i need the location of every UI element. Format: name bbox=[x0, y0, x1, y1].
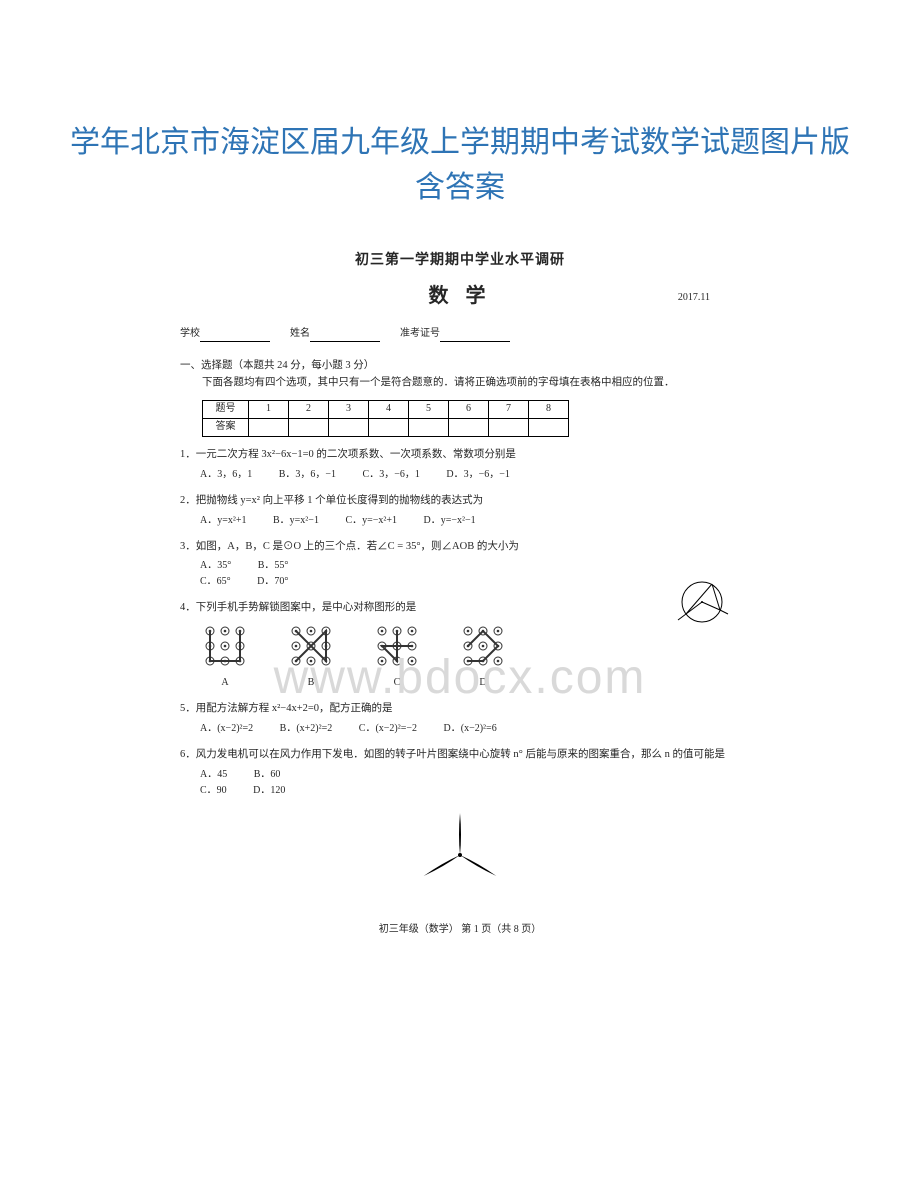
cell: 7 bbox=[489, 400, 529, 418]
q5-opt-b: B．(x+2)²=2 bbox=[280, 721, 333, 737]
blank-id bbox=[440, 330, 510, 342]
cell: 1 bbox=[249, 400, 289, 418]
cell-label: 题号 bbox=[203, 400, 249, 418]
q2-opt-c: C．y=−x²+1 bbox=[345, 513, 397, 529]
pattern-b-label: B bbox=[288, 675, 334, 691]
cell bbox=[529, 418, 569, 436]
exam-subject: 数 学 bbox=[180, 280, 740, 312]
answer-table: 题号 1 2 3 4 5 6 7 8 答案 bbox=[202, 400, 569, 437]
cell bbox=[249, 418, 289, 436]
q2-text: 2．把抛物线 y=x² 向上平移 1 个单位长度得到的抛物线的表达式为 bbox=[180, 493, 740, 510]
cell: 3 bbox=[329, 400, 369, 418]
q5-opt-c: C．(x−2)²=−2 bbox=[359, 721, 417, 737]
section-1-title: 一、选择题（本题共 24 分，每小题 3 分） bbox=[180, 358, 740, 375]
pattern-b: B bbox=[288, 623, 334, 691]
q3-text: 3．如图，A，B，C 是⊙O 上的三个点．若∠C = 35°，则∠AOB 的大小… bbox=[180, 539, 740, 556]
q5-opt-d: D．(x−2)²=6 bbox=[444, 721, 497, 737]
turbine-icon bbox=[415, 805, 505, 895]
cell: 4 bbox=[369, 400, 409, 418]
q5-opt-a: A．(x−2)²=2 bbox=[200, 721, 253, 737]
gesture-icon bbox=[288, 623, 334, 669]
q3-opt-b: B．55° bbox=[258, 558, 289, 574]
q3-opt-a: A．35° bbox=[200, 558, 231, 574]
question-2: 2．把抛物线 y=x² 向上平移 1 个单位长度得到的抛物线的表达式为 A．y=… bbox=[180, 493, 740, 529]
q3-opt-c: C．65° bbox=[200, 574, 231, 590]
q1-text: 1．一元二次方程 3x²−6x−1=0 的二次项系数、一次项系数、常数项分别是 bbox=[180, 447, 740, 464]
label-id: 准考证号 bbox=[400, 328, 440, 339]
cell: 5 bbox=[409, 400, 449, 418]
cell: 2 bbox=[289, 400, 329, 418]
q6-opt-a: A．45 bbox=[200, 767, 227, 783]
turbine-figure bbox=[180, 805, 740, 902]
q1-opt-b: B．3，6，−1 bbox=[279, 467, 336, 483]
q1-opt-d: D．3，−6，−1 bbox=[446, 467, 510, 483]
cell bbox=[449, 418, 489, 436]
table-row: 题号 1 2 3 4 5 6 7 8 bbox=[203, 400, 569, 418]
cell bbox=[329, 418, 369, 436]
pattern-d: D bbox=[460, 623, 506, 691]
q3-opt-d: D．70° bbox=[257, 574, 288, 590]
gesture-icon bbox=[460, 623, 506, 669]
q6-text: 6．风力发电机可以在风力作用下发电．如图的转子叶片图案绕中心旋转 n° 后能与原… bbox=[180, 747, 740, 764]
table-row: 答案 bbox=[203, 418, 569, 436]
pattern-c-label: C bbox=[374, 675, 420, 691]
q6-opt-c: C．90 bbox=[200, 783, 227, 799]
label-school: 学校 bbox=[180, 328, 200, 339]
cell-label: 答案 bbox=[203, 418, 249, 436]
q6-opt-b: B．60 bbox=[254, 767, 281, 783]
q5-text: 5．用配方法解方程 x²−4x+2=0，配方正确的是 bbox=[180, 701, 740, 718]
gesture-icon bbox=[374, 623, 420, 669]
q6-opt-d: D．120 bbox=[253, 783, 285, 799]
question-4: 4．下列手机手势解锁图案中，是中心对称图形的是 A bbox=[180, 600, 740, 691]
q2-opt-a: A．y=x²+1 bbox=[200, 513, 247, 529]
blank-name bbox=[310, 330, 380, 342]
q2-opt-d: D．y=−x²−1 bbox=[424, 513, 476, 529]
cell bbox=[409, 418, 449, 436]
gesture-icon bbox=[202, 623, 248, 669]
cell bbox=[369, 418, 409, 436]
label-name: 姓名 bbox=[290, 328, 310, 339]
question-3: 3．如图，A，B，C 是⊙O 上的三个点．若∠C = 35°，则∠AOB 的大小… bbox=[180, 539, 740, 591]
q4-text: 4．下列手机手势解锁图案中，是中心对称图形的是 bbox=[180, 600, 740, 617]
q1-opt-c: C．3，−6，1 bbox=[363, 467, 420, 483]
q1-opt-a: A．3，6，1 bbox=[200, 467, 252, 483]
pattern-a-label: A bbox=[202, 675, 248, 691]
cell bbox=[289, 418, 329, 436]
section-1-note: 下面各题均有四个选项，其中只有一个是符合题意的．请将正确选项前的字母填在表格中相… bbox=[180, 375, 740, 392]
circle-diagram-icon bbox=[672, 576, 732, 632]
section-1: 一、选择题（本题共 24 分，每小题 3 分） 下面各题均有四个选项，其中只有一… bbox=[180, 358, 740, 437]
q2-opt-b: B．y=x²−1 bbox=[273, 513, 319, 529]
page-footer: 初三年级（数学） 第 1 页（共 8 页） bbox=[180, 922, 740, 938]
question-6: 6．风力发电机可以在风力作用下发电．如图的转子叶片图案绕中心旋转 n° 后能与原… bbox=[180, 747, 740, 902]
pattern-d-label: D bbox=[460, 675, 506, 691]
question-1: 1．一元二次方程 3x²−6x−1=0 的二次项系数、一次项系数、常数项分别是 … bbox=[180, 447, 740, 483]
fill-row: 学校 姓名 准考证号 bbox=[180, 326, 740, 342]
exam-header: 初三第一学期期中学业水平调研 bbox=[180, 250, 740, 272]
cell bbox=[489, 418, 529, 436]
pattern-a: A bbox=[202, 623, 248, 691]
cell: 8 bbox=[529, 400, 569, 418]
question-5: 5．用配方法解方程 x²−4x+2=0，配方正确的是 A．(x−2)²=2 B．… bbox=[180, 701, 740, 737]
pattern-c: C bbox=[374, 623, 420, 691]
document-title: 学年北京市海淀区届九年级上学期期中考试数学试题图片版含答案 bbox=[0, 0, 920, 220]
blank-school bbox=[200, 330, 270, 342]
cell: 6 bbox=[449, 400, 489, 418]
exam-date: 2017.11 bbox=[678, 290, 710, 306]
exam-page: 初三第一学期期中学业水平调研 数 学 2017.11 学校 姓名 准考证号 一、… bbox=[180, 250, 740, 938]
